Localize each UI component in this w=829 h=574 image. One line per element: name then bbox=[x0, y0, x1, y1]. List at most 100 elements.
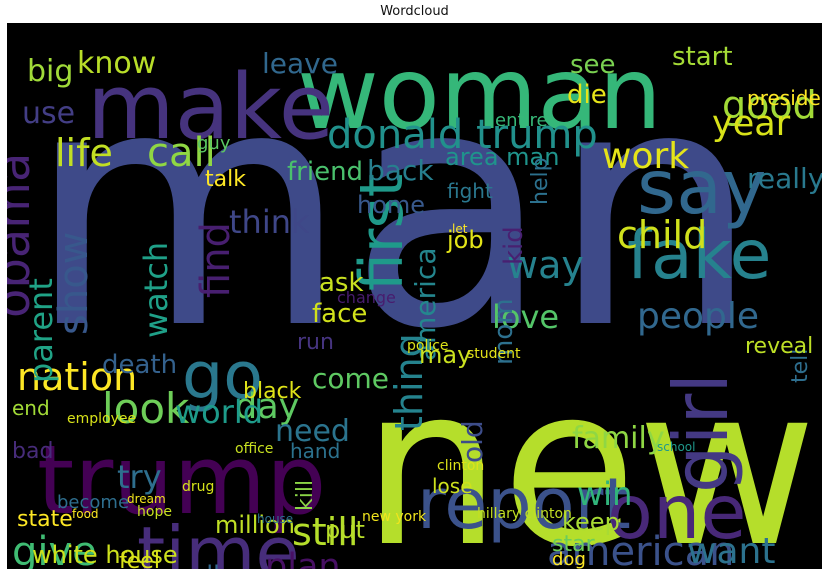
word-end: end bbox=[12, 396, 50, 420]
word-death: death bbox=[102, 350, 177, 380]
word-nation: nation bbox=[17, 355, 137, 399]
word-become: become bbox=[57, 492, 129, 513]
word-clinton: clinton bbox=[437, 458, 484, 474]
word-day: day bbox=[235, 387, 299, 427]
word-watch: watch bbox=[137, 242, 175, 338]
word-help: help bbox=[528, 157, 553, 205]
word-black: black bbox=[243, 379, 302, 404]
word-reveal: reveal bbox=[745, 334, 813, 359]
word-student: student bbox=[467, 346, 521, 362]
word-let: let bbox=[452, 222, 468, 236]
word-say: say bbox=[637, 143, 766, 231]
word-still: still bbox=[292, 510, 358, 554]
word-president: president bbox=[747, 86, 822, 110]
word-see: see bbox=[570, 50, 616, 80]
word-white-house: white house bbox=[32, 541, 178, 569]
word-face: face bbox=[312, 299, 367, 329]
word-fight: fight bbox=[447, 179, 493, 203]
word-love: love bbox=[492, 298, 559, 336]
word-star: star bbox=[552, 532, 596, 557]
word-want: want bbox=[687, 531, 775, 569]
word-job: job bbox=[446, 226, 484, 254]
word-thing: thing bbox=[387, 333, 431, 431]
word-american: american bbox=[547, 529, 735, 569]
word-first: first bbox=[347, 174, 417, 291]
word-start: start bbox=[672, 42, 733, 72]
word-leave: leave bbox=[262, 47, 338, 80]
word-work: work bbox=[602, 136, 689, 177]
word-make: make bbox=[87, 55, 334, 160]
word-feel: feel bbox=[119, 549, 160, 569]
word-one: one bbox=[607, 468, 747, 556]
word-really: really bbox=[747, 162, 822, 195]
word-girl: girl bbox=[657, 373, 745, 493]
word-man: man bbox=[27, 23, 760, 401]
word-donald-trump: donald trump bbox=[327, 112, 598, 158]
word-look: look bbox=[102, 384, 190, 433]
word-parent: parent bbox=[22, 278, 60, 383]
word-home: home bbox=[357, 191, 425, 219]
word-friend: friend bbox=[287, 157, 363, 187]
word-talk: talk bbox=[205, 167, 246, 192]
word-trump: trump bbox=[37, 426, 326, 536]
word-dream: dream bbox=[127, 492, 166, 506]
word-people: people bbox=[637, 296, 759, 337]
word-ask: ask bbox=[319, 268, 364, 298]
word-die: die bbox=[567, 80, 607, 110]
word-use: use bbox=[22, 96, 75, 131]
word-new: new bbox=[362, 339, 817, 569]
word-come: come bbox=[312, 362, 389, 395]
word-guy: guy bbox=[197, 133, 231, 154]
word-kill: kill bbox=[293, 480, 318, 511]
word-bad: bad bbox=[12, 439, 53, 464]
word-time: time bbox=[137, 511, 300, 569]
word-employee: employee bbox=[67, 411, 136, 427]
word-america: america bbox=[409, 247, 442, 361]
word-well: well bbox=[172, 561, 220, 569]
word-run: run bbox=[297, 330, 334, 355]
word-house: house bbox=[257, 512, 293, 526]
word-kid: kid bbox=[499, 226, 529, 265]
word-know: know bbox=[77, 46, 156, 81]
word-give: give bbox=[12, 529, 97, 569]
word-world: world bbox=[175, 393, 263, 431]
word-plan: plan bbox=[265, 547, 341, 569]
word-hope: hope bbox=[137, 504, 172, 520]
word-woman: woman bbox=[297, 35, 662, 152]
word-obama: obama bbox=[7, 153, 41, 318]
word-food: food bbox=[72, 507, 99, 521]
word-hillary-clinton: hillary clinton bbox=[477, 506, 572, 522]
word-state: state bbox=[17, 507, 73, 532]
word-try: try bbox=[117, 458, 162, 496]
word-new-york: new york bbox=[362, 509, 427, 525]
word-lose: lose bbox=[432, 474, 473, 498]
word-entire: entire bbox=[495, 110, 548, 131]
wordcloud-background bbox=[7, 23, 822, 569]
word-call: call bbox=[147, 130, 216, 176]
word-may: may bbox=[419, 341, 471, 369]
word-keep: keep bbox=[562, 508, 620, 536]
word-put: put bbox=[325, 516, 365, 544]
word-report: report bbox=[417, 463, 631, 545]
word-back: back bbox=[367, 154, 434, 187]
word-hand: hand bbox=[290, 439, 340, 463]
word-need: need bbox=[275, 414, 350, 449]
word-area-man: area man bbox=[445, 143, 559, 171]
chart-title: Wordcloud bbox=[380, 4, 449, 19]
word-win: win bbox=[577, 475, 632, 513]
word-school: school bbox=[657, 440, 695, 454]
word-year: year bbox=[712, 104, 791, 144]
wordcloud-canvas: man new woman make trump report one say fake go ti… bbox=[7, 23, 822, 569]
word-big: big bbox=[27, 54, 73, 89]
word-change: change bbox=[337, 288, 396, 307]
word-everyone: everyone bbox=[452, 566, 518, 569]
word-old: old bbox=[456, 420, 489, 463]
word-way: way bbox=[507, 243, 584, 287]
word-dog: dog bbox=[552, 549, 586, 569]
word-drug: drug bbox=[182, 479, 214, 495]
word-million: million bbox=[215, 511, 295, 539]
word-fake: fake bbox=[627, 216, 771, 295]
word-tell: tell bbox=[788, 349, 813, 383]
word-mom: mom bbox=[489, 298, 519, 365]
